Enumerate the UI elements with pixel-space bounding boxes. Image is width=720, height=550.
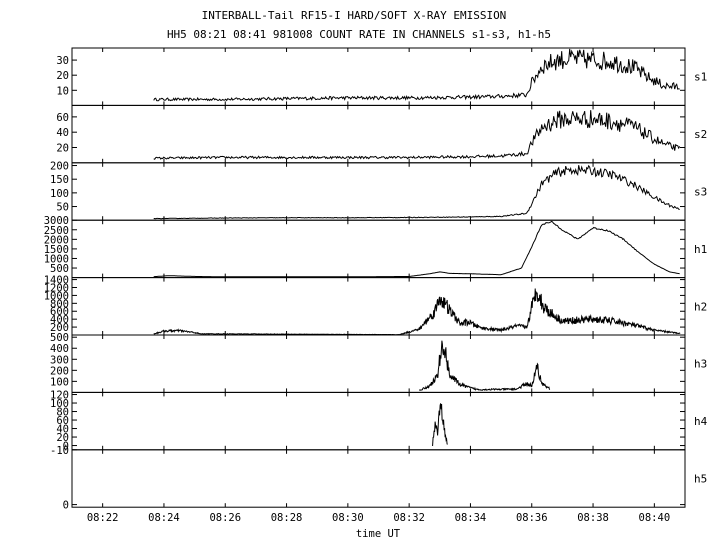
y-tick-label-h4: 0 xyxy=(63,441,69,453)
y-tick-label-h2: 600 xyxy=(50,306,69,318)
panel-label-s3: s3 xyxy=(694,186,707,199)
y-tick-label-s3: 150 xyxy=(50,174,69,186)
panel-label-h2: h2 xyxy=(694,300,707,313)
y-tick-label-h2: 1000 xyxy=(44,290,69,302)
y-tick-label-s2: 60 xyxy=(56,112,69,124)
y-tick-label-h4: 100 xyxy=(50,398,69,410)
x-tick-label: 08:26 xyxy=(209,512,241,524)
y-tick-label-h3: 500 xyxy=(50,332,69,344)
y-tick-label-h4: 20 xyxy=(56,432,69,444)
panel-h5: 0 h5 xyxy=(63,449,707,512)
panel-label-s1: s1 xyxy=(694,71,707,84)
panel-label-h1: h1 xyxy=(694,243,707,256)
x-tick-label: 08:40 xyxy=(639,512,671,524)
x-tick-label: 08:24 xyxy=(148,512,180,524)
y-tick-label-h4: 80 xyxy=(56,407,69,419)
series-line-s3 xyxy=(153,164,680,220)
y-tick-label-h1: 3000 xyxy=(44,215,69,227)
y-tick-label-h2: 1200 xyxy=(44,282,69,294)
series-line-s1 xyxy=(153,48,680,102)
y-tick-label-h2: 200 xyxy=(50,322,69,334)
y-tick-label-h3: 400 xyxy=(50,343,69,355)
y-tick-label-s3: 50 xyxy=(56,202,69,214)
chart-subtitle: HH5 08:21 08:41 981008 COUNT RATE IN CHA… xyxy=(167,28,551,41)
series-line-h4 xyxy=(432,403,448,446)
y-tick-label-h3: 100 xyxy=(50,376,69,388)
panel-label-h4: h4 xyxy=(694,415,708,428)
y-tick-label-s1: 20 xyxy=(56,70,69,82)
y-tick-label-s2: 20 xyxy=(56,142,69,154)
x-tick-label: 08:30 xyxy=(332,512,364,524)
x-axis-label: time UT xyxy=(356,528,401,540)
y-tick-label-s1: 10 xyxy=(56,85,69,97)
y-tick-label-h1: 2500 xyxy=(44,225,69,237)
series-line-s2 xyxy=(153,110,681,160)
panel-label-h3: h3 xyxy=(694,358,707,371)
y-tick-label-s3: 200 xyxy=(50,161,69,173)
x-tick-label: 08:34 xyxy=(455,512,487,524)
x-axis: 08:22 08:24 08:26 08:28 08:30 08:32 08:34 08:36… xyxy=(87,512,670,524)
panel-frame-h3 xyxy=(71,334,686,393)
chart-title: INTERBALL-Tail RF15-I HARD/SOFT X-RAY EM… xyxy=(202,9,507,22)
x-tick-label: 08:22 xyxy=(87,512,119,524)
panel-frame-h4 xyxy=(71,391,686,451)
y-tick-label-h1: 500 xyxy=(50,263,69,275)
y-tick-label-h4: -10 xyxy=(50,445,69,457)
panel-label-s2: s2 xyxy=(694,128,707,141)
y-tick-label-h4: 120 xyxy=(50,390,69,402)
x-tick-label: 08:36 xyxy=(516,512,548,524)
y-tick-label-h5: 0 xyxy=(63,500,69,512)
series-line-h3 xyxy=(418,340,551,392)
y-tick-label-h3: 200 xyxy=(50,365,69,377)
panel-label-h5: h5 xyxy=(694,473,707,486)
y-tick-label-h2: 1400 xyxy=(44,275,69,287)
panel-frame-s2 xyxy=(71,104,686,164)
y-tick-label-h1: 2000 xyxy=(44,234,69,246)
x-tick-label: 08:32 xyxy=(393,512,425,524)
y-tick-label-s2: 40 xyxy=(56,127,69,139)
y-tick-label-s3: 100 xyxy=(50,188,69,200)
panel-s2: 20 40 60 s2 xyxy=(56,104,707,164)
y-tick-label-h2: 800 xyxy=(50,298,69,310)
panel-frame-s1 xyxy=(71,47,686,106)
y-tick-label-h1: 1000 xyxy=(44,253,69,265)
series-line-h1 xyxy=(153,220,680,278)
series-line-h2 xyxy=(153,288,681,336)
panels-group: 102030s1204060s250100150200s350010001500… xyxy=(44,47,708,512)
x-tick-label: 08:28 xyxy=(271,512,303,524)
y-tick-label-h4: 40 xyxy=(56,424,69,436)
y-tick-label-h1: 1500 xyxy=(44,244,69,256)
panel-s1: 10 20 30 s1 xyxy=(56,47,707,106)
x-tick-label: 08:38 xyxy=(577,512,609,524)
panel-frame-h2 xyxy=(71,277,686,336)
panel-frame-h5 xyxy=(71,449,686,508)
y-tick-label-h3: 300 xyxy=(50,354,69,366)
y-tick-label-h2: 400 xyxy=(50,314,69,326)
y-tick-label-s1: 30 xyxy=(56,55,69,67)
y-tick-label-h4: 60 xyxy=(56,415,69,427)
